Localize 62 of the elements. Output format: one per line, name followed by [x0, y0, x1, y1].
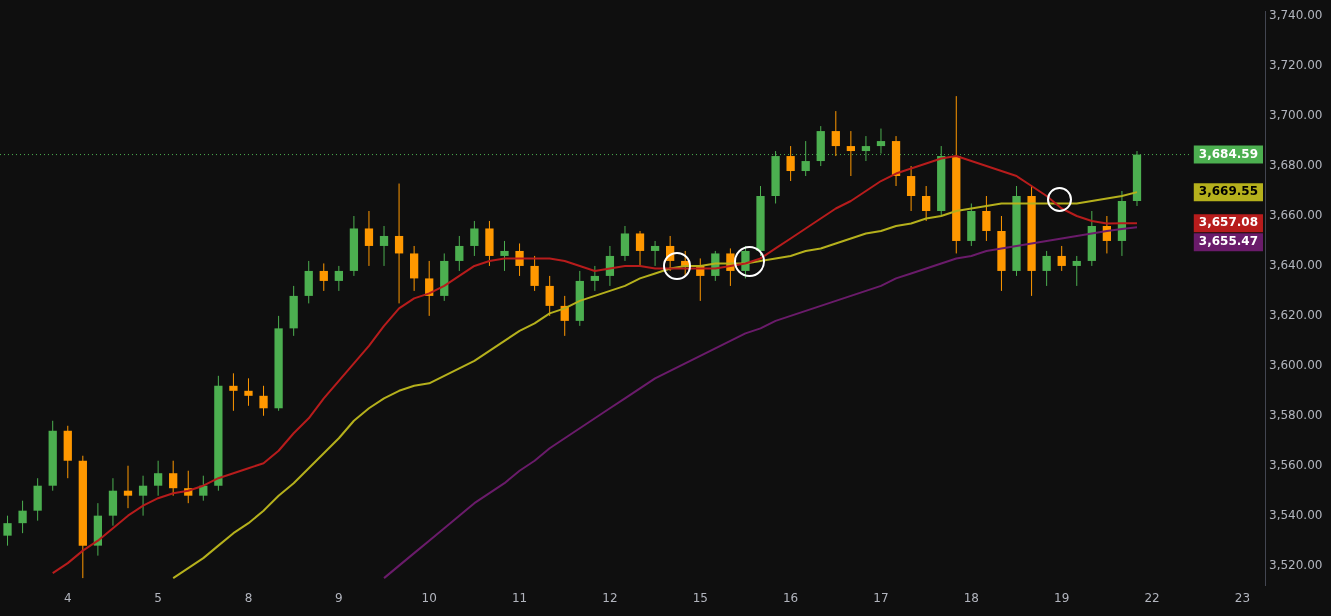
candlestick: [906, 165, 916, 212]
x-tick-label: 23: [1234, 590, 1251, 605]
y-tick-label: 3,520.00: [1269, 557, 1323, 572]
candlestick: [394, 183, 404, 304]
candlestick: [319, 262, 328, 292]
candlestick: [545, 275, 554, 317]
candlestick: [3, 515, 12, 547]
candlestick: [1057, 245, 1066, 272]
annotation: 3,669.55: [1198, 184, 1258, 199]
candlestick: [1042, 250, 1051, 287]
y-tick-label: 3,620.00: [1269, 308, 1323, 323]
y-tick-label: 3,640.00: [1269, 258, 1323, 273]
candlestick: [334, 265, 343, 292]
y-tick-label: 3,540.00: [1269, 507, 1323, 522]
candlestick: [786, 145, 795, 182]
ref-line-label: 3,684.59: [1198, 146, 1258, 161]
candlestick: [650, 240, 660, 267]
candlestick: [259, 385, 268, 417]
candlestick: [500, 240, 509, 272]
candlestick: [244, 377, 253, 407]
annotation: 3,657.08: [1198, 215, 1258, 230]
candlestick: [846, 130, 855, 177]
candlestick: [831, 110, 840, 157]
x-tick-label: 8: [244, 590, 253, 605]
x-tick-label: 5: [154, 590, 162, 605]
y-tick-label: 3,700.00: [1269, 108, 1323, 123]
candlestick: [922, 185, 931, 222]
x-tick-label: 11: [511, 590, 528, 605]
y-tick-label: 3,720.00: [1269, 58, 1323, 73]
x-tick-label: 16: [782, 590, 799, 605]
annotation: 3,655.47: [1198, 234, 1258, 249]
y-tick-label: 3,740.00: [1269, 8, 1323, 23]
x-tick-label: 19: [1054, 590, 1070, 605]
x-tick-label: 17: [873, 590, 889, 605]
candlestick: [455, 235, 464, 272]
y-tick-label: 3,660.00: [1269, 208, 1323, 223]
candlestick: [364, 210, 374, 267]
candlestick: [229, 372, 238, 412]
y-tick-label: 3,680.00: [1269, 158, 1323, 173]
candlestick: [18, 500, 27, 534]
candlestick: [1072, 255, 1081, 287]
candlestick: [123, 465, 133, 509]
x-tick-label: 15: [692, 590, 708, 605]
x-tick-label: 22: [1144, 590, 1160, 605]
candlestick: [138, 475, 148, 517]
x-tick-label: 12: [602, 590, 618, 605]
candlestick: [620, 225, 630, 262]
candlestick: [153, 460, 163, 497]
x-tick-label: 4: [63, 590, 72, 605]
x-tick-label: 9: [335, 590, 343, 605]
y-tick-label: 3,580.00: [1269, 407, 1323, 422]
x-tick-label: 18: [963, 590, 979, 605]
candlestick: [635, 230, 645, 267]
candlestick: [590, 265, 599, 292]
candlestick: [379, 225, 389, 267]
y-tick-label: 3,560.00: [1269, 457, 1323, 472]
candlestick: [530, 255, 539, 292]
y-tick-label: 3,600.00: [1269, 357, 1323, 372]
candlestick: [470, 220, 479, 257]
candlestick: [982, 195, 991, 242]
x-tick-label: 10: [421, 590, 437, 605]
candlestick: [169, 460, 178, 497]
